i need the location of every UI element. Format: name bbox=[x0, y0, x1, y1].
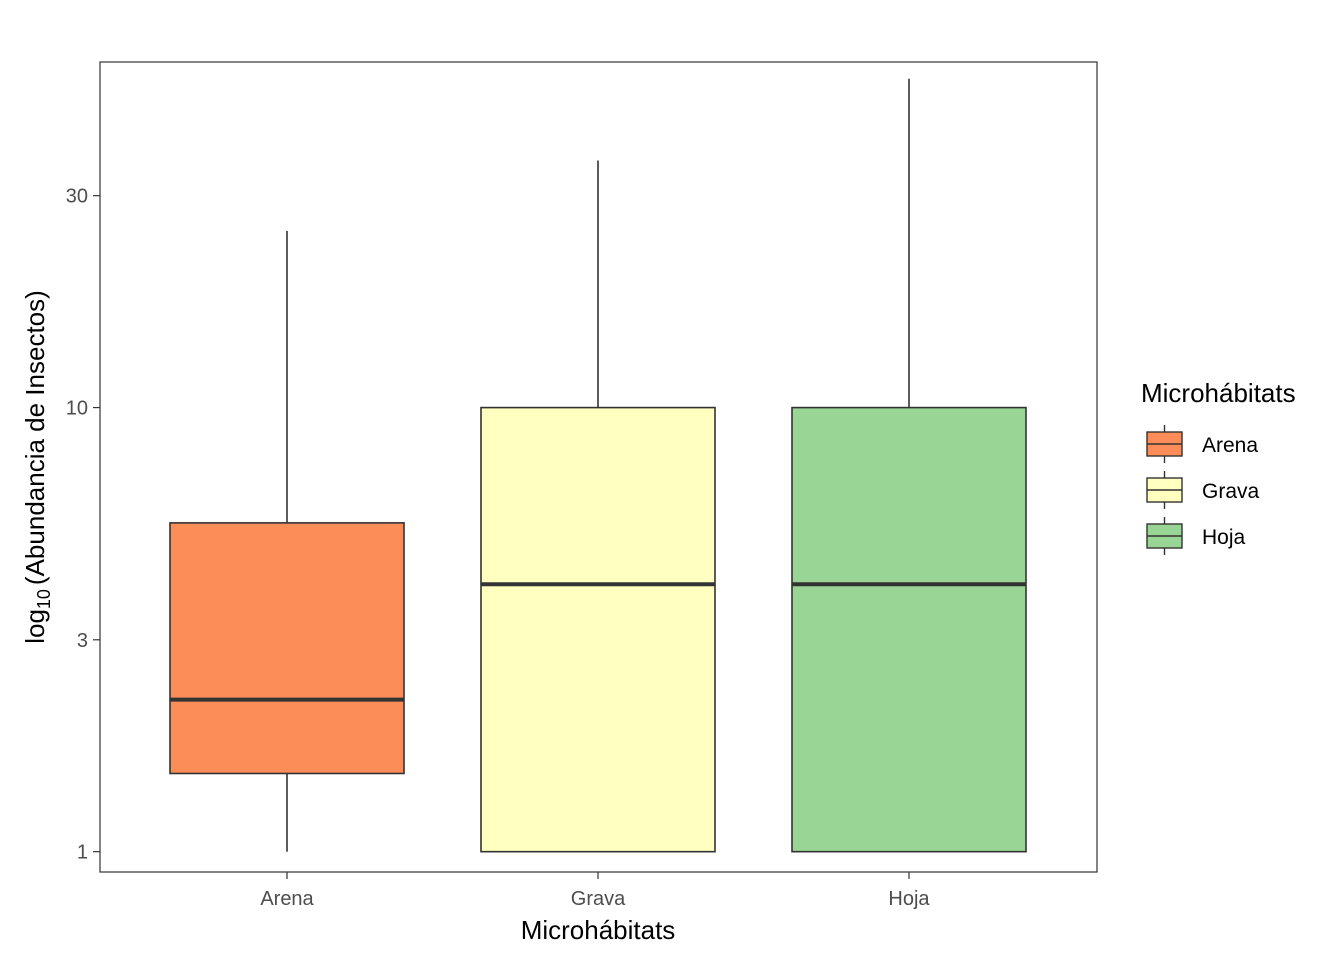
boxes-layer bbox=[169, 78, 1027, 853]
iqr-box-hoja bbox=[791, 406, 1027, 853]
iqr-box-grava bbox=[480, 406, 716, 853]
legend-label: Grava bbox=[1202, 480, 1260, 503]
legend-title: Microhábitats bbox=[1141, 378, 1296, 408]
x-axis: Arena Grava Hoja bbox=[260, 872, 930, 910]
legend-label: Hoja bbox=[1202, 526, 1246, 549]
y-axis-title-subscript: 10 bbox=[34, 589, 54, 609]
legend-key-hoja: Hoja bbox=[1146, 517, 1246, 555]
legend-items: Arena Grava Hoja bbox=[1146, 425, 1260, 555]
y-axis: 1 3 10 30 bbox=[66, 186, 100, 864]
legend-key-arena: Arena bbox=[1146, 425, 1258, 463]
y-tick-label: 30 bbox=[66, 186, 88, 208]
x-tick-label: Grava bbox=[571, 888, 626, 910]
legend-key-grava: Grava bbox=[1146, 471, 1260, 509]
iqr-box-arena bbox=[169, 522, 405, 775]
y-tick-label: 1 bbox=[77, 842, 88, 864]
x-tick-label: Arena bbox=[260, 888, 314, 910]
x-axis-title: Microhábitats bbox=[521, 915, 676, 945]
y-tick-label: 10 bbox=[66, 398, 88, 420]
y-axis-title-log: log bbox=[20, 609, 50, 644]
box-hoja bbox=[791, 78, 1027, 853]
legend: Microhábitats Arena Grava Hoja bbox=[1141, 378, 1296, 555]
x-tick-label: Hoja bbox=[888, 888, 930, 910]
box-grava bbox=[480, 160, 716, 853]
y-axis-title-main: (Abundancia de Insectos) bbox=[20, 290, 50, 585]
y-tick-label: 3 bbox=[77, 630, 88, 652]
box-arena bbox=[169, 230, 405, 852]
legend-label: Arena bbox=[1202, 434, 1258, 457]
y-axis-title: log10 (Abundancia de Insectos) bbox=[20, 290, 54, 644]
